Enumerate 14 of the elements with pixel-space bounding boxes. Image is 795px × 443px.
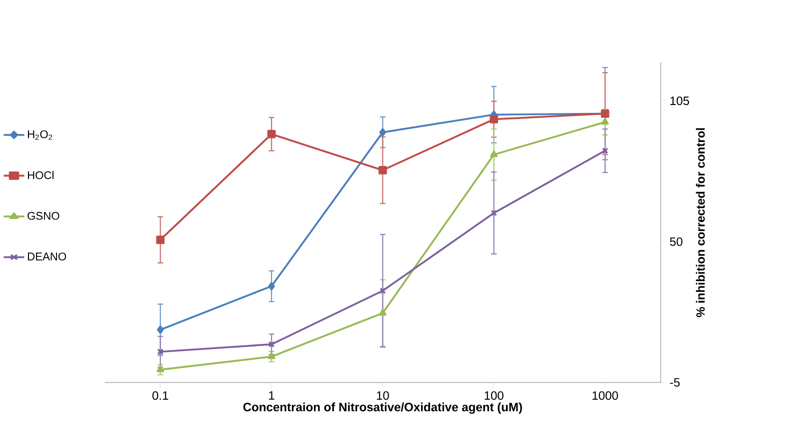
x-tick-label: 0.1 xyxy=(152,391,168,400)
x-tick-label: 100 xyxy=(484,391,504,400)
legend-label: H$_{2}$O$_{2}$ xyxy=(28,130,52,140)
x-tick-label: 1 xyxy=(269,391,274,400)
y-tick-label: -5 xyxy=(670,378,680,387)
legend-label: GSNO xyxy=(28,212,60,220)
y-axis-title: % inhibition corrected for control xyxy=(696,128,705,318)
y-tick-label: 105 xyxy=(670,96,690,106)
x-axis-title: Concentraion of Nitrosative/Oxidative agent (uM) xyxy=(243,402,522,414)
legend-label: HOCl xyxy=(28,171,54,180)
legend-label: DEANO xyxy=(28,252,66,260)
x-tick-label: 10 xyxy=(376,391,389,400)
y-tick-label: 50 xyxy=(670,237,682,246)
x-tick-label: 1000 xyxy=(592,391,618,400)
